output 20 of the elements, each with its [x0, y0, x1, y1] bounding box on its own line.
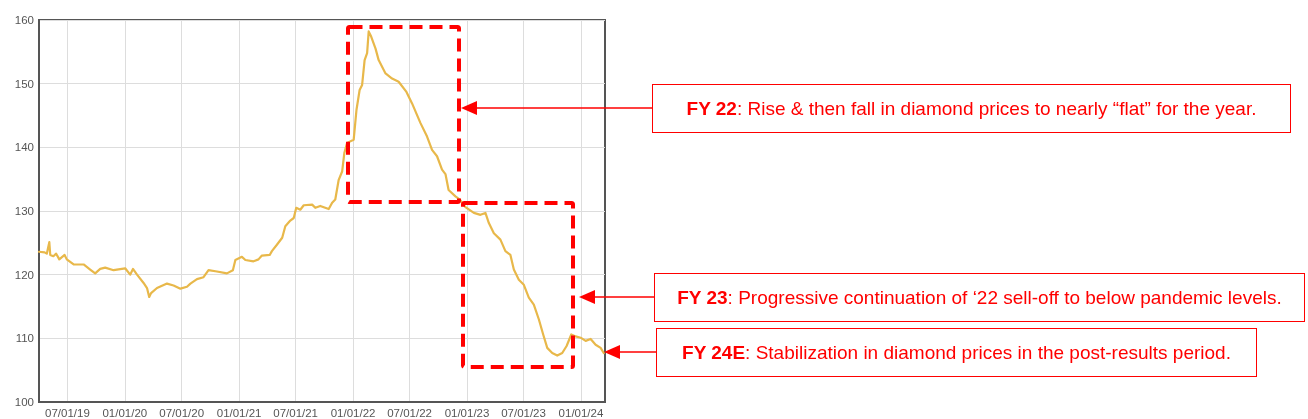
x-tick-label: 07/01/22: [387, 407, 432, 419]
y-tick-label: 140: [14, 141, 34, 154]
y-tick-label: 120: [14, 268, 34, 281]
x-tick-label: 07/01/21: [273, 407, 318, 419]
x-tick-label: 07/01/23: [501, 407, 546, 419]
y-tick-label: 150: [14, 77, 34, 90]
x-tick-label: 01/01/22: [330, 407, 376, 419]
y-tick-label: 130: [14, 205, 34, 217]
y-tick-label: 110: [15, 332, 34, 345]
text: FY 24E: Stabilization in diamond prices in the post-results period.: [682, 341, 1231, 364]
x-tick-label: 01/01/24: [558, 407, 604, 419]
x-tick-label: 01/01/21: [216, 407, 262, 419]
x-tick-label: 01/01/23: [444, 407, 490, 419]
text: FY 22: Rise & then fall in diamond prices to nearly “flat” for the year.: [686, 97, 1257, 120]
text: FY 23: Progressive continuation of ‘22 sell-off to below pandemic levels.: [677, 286, 1282, 309]
y-tick-label: 160: [14, 14, 34, 26]
y-tick-label: 100: [14, 396, 34, 408]
x-tick-label: 07/01/19: [45, 407, 90, 419]
x-tick-label: 01/01/20: [102, 407, 148, 419]
x-tick-label: 07/01/20: [159, 407, 205, 419]
